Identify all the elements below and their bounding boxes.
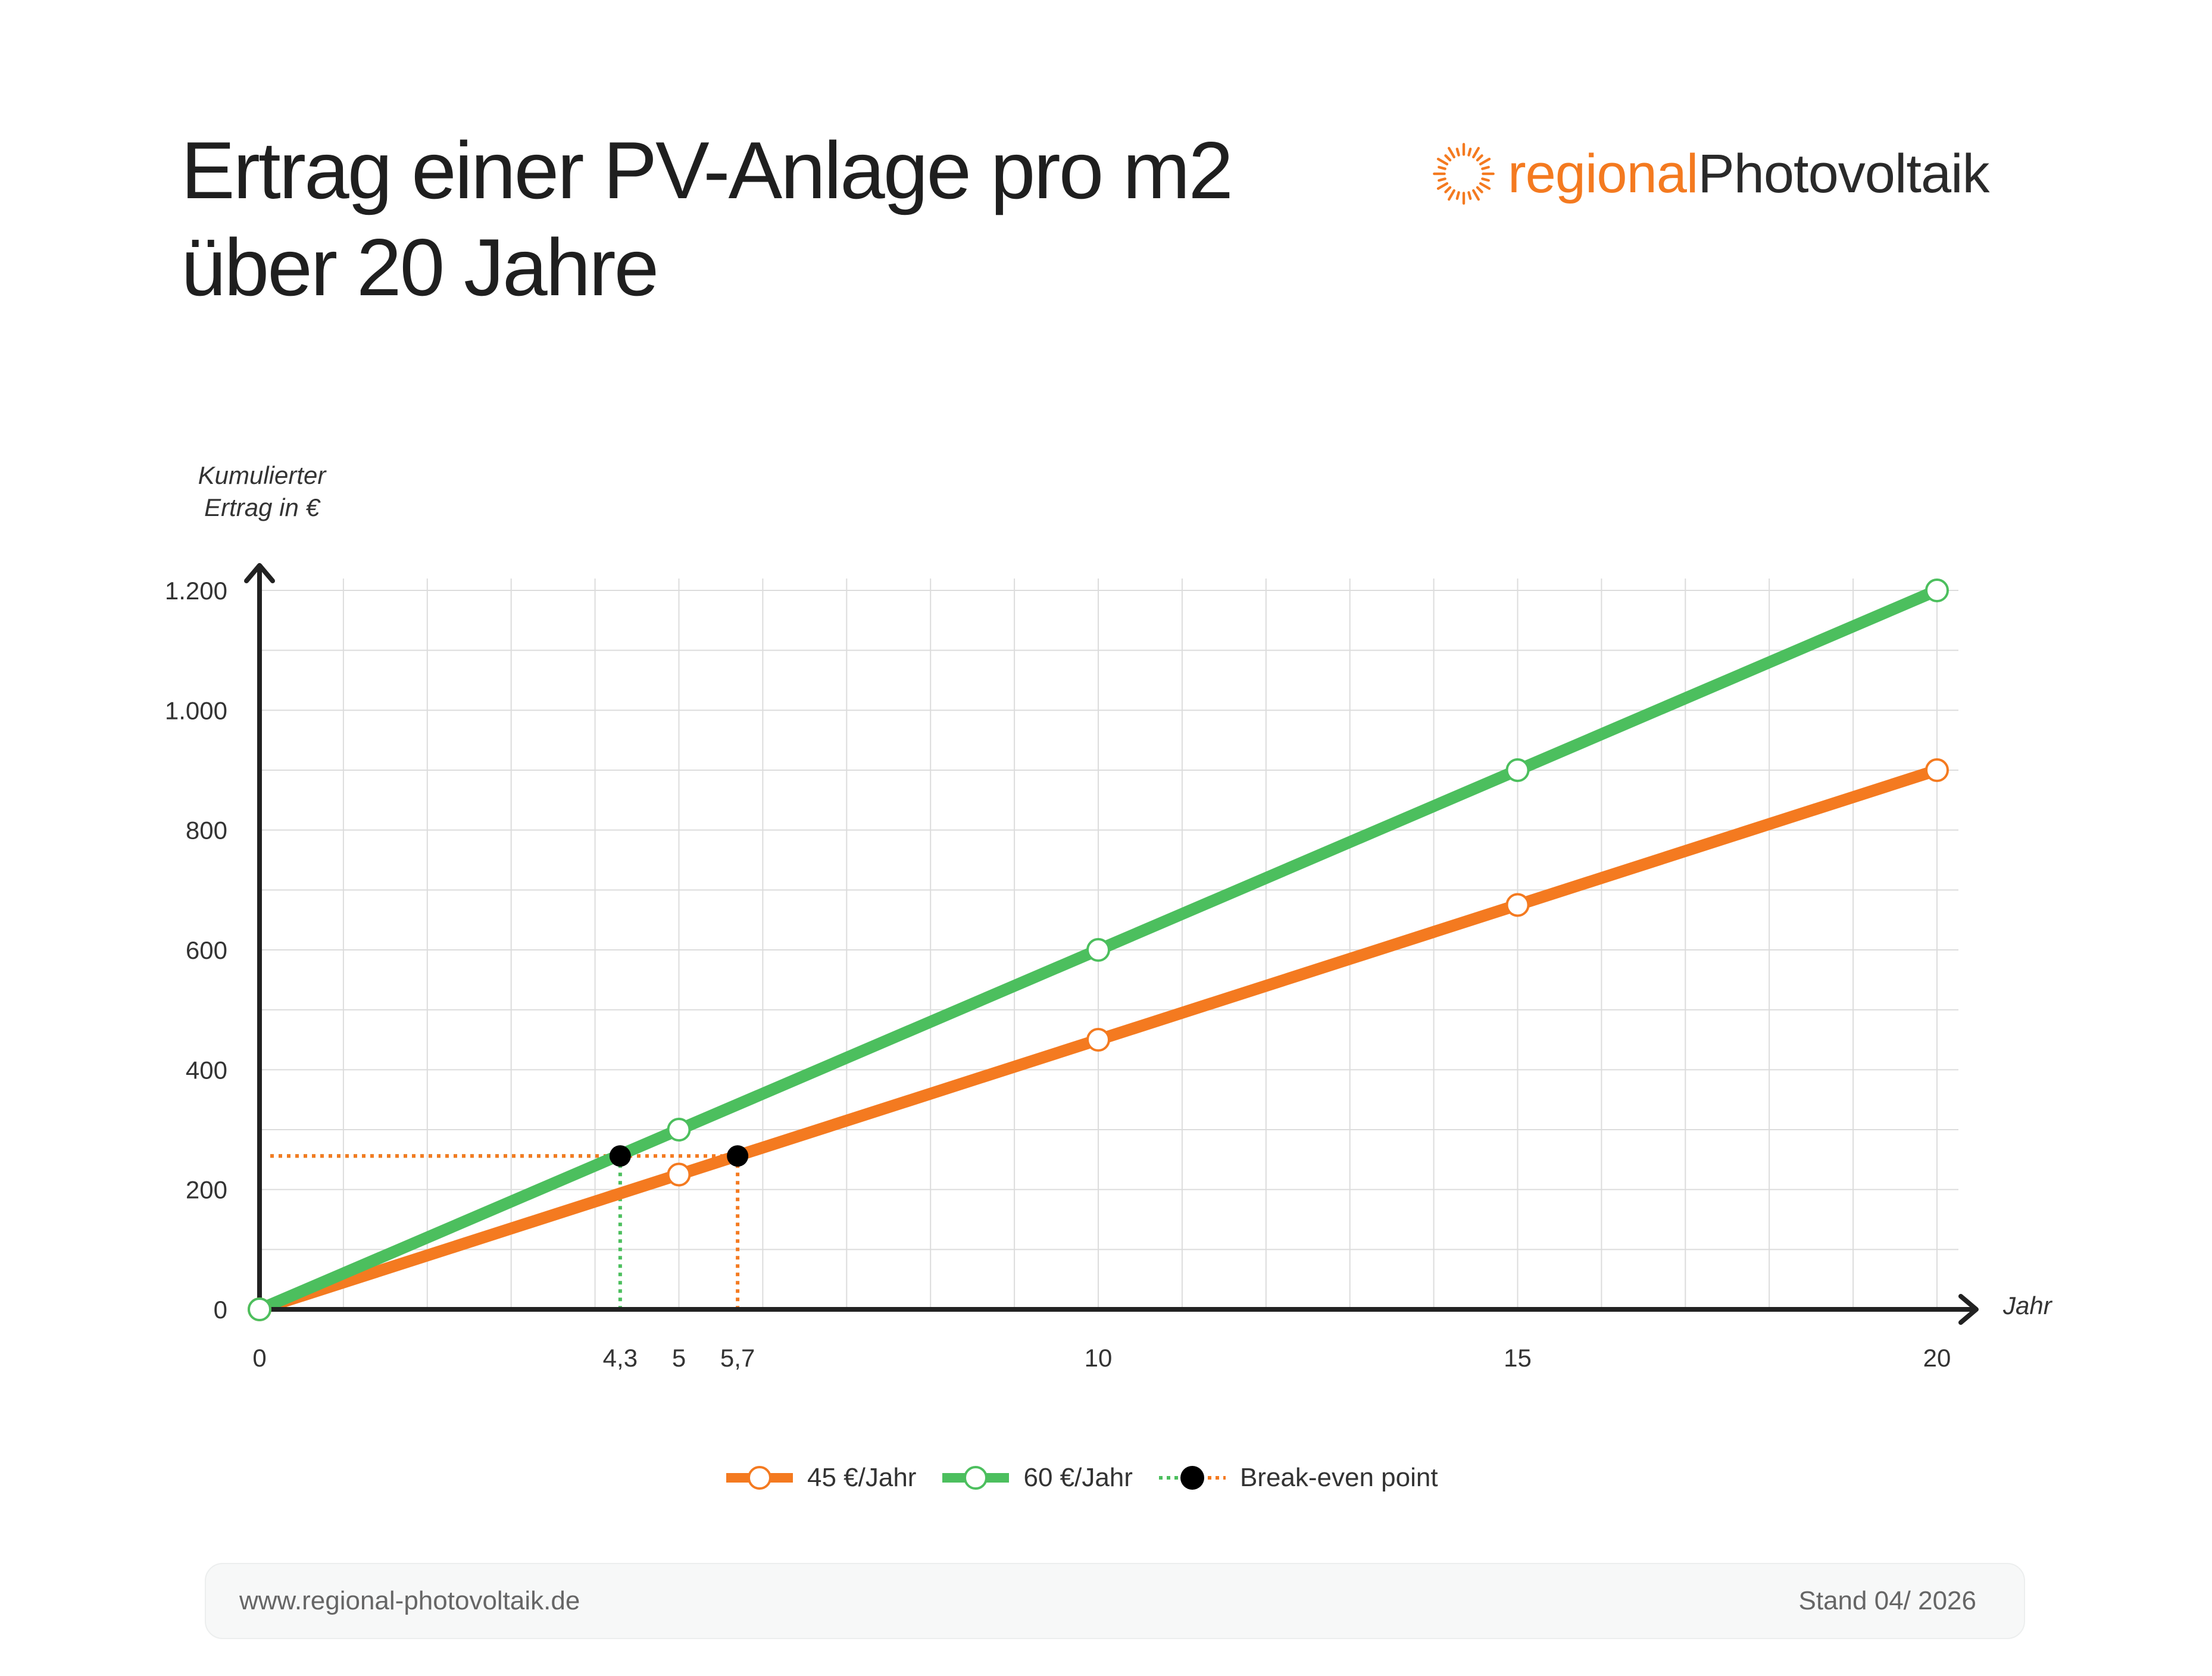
sun-ray: [1448, 146, 1455, 159]
chart-grid: [260, 579, 1958, 1309]
sun-ray: [1444, 154, 1452, 162]
sun-ray: [1479, 158, 1491, 165]
x-tick-label: 15: [1504, 1344, 1532, 1372]
legend-swatch-break-even: [1158, 1466, 1226, 1490]
sun-ray: [1436, 182, 1449, 190]
legend-swatch-45: [726, 1466, 793, 1490]
title-line-2: über 20 Jahre: [181, 222, 659, 312]
break-even-point: [609, 1145, 631, 1167]
sun-ray: [1476, 186, 1483, 193]
data-point-60: [1925, 579, 1949, 602]
legend-swatch-60: [942, 1466, 1010, 1490]
y-tick-label: 800: [186, 817, 227, 845]
legend-label-45: 45 €/Jahr: [807, 1463, 917, 1492]
page-title: Ertrag einer PV-Anlage pro m2 über 20 Ja…: [181, 122, 1233, 316]
sun-ray: [1479, 182, 1491, 190]
brand-name-regional: regional: [1508, 143, 1698, 204]
chart-markers: [248, 579, 1949, 1321]
data-point-60: [1505, 758, 1530, 782]
legend-item-60: 60 €/Jahr: [940, 1460, 1133, 1496]
legend-item-break-even: Break-even point: [1157, 1460, 1438, 1496]
x-axis-label: Jahr: [2003, 1292, 2052, 1319]
data-point-45: [1925, 758, 1949, 782]
sun-icon: [1433, 143, 1495, 205]
legend-item-45: 45 €/Jahr: [724, 1460, 916, 1496]
x-tick-label: 10: [1085, 1344, 1113, 1372]
sun-ray: [1476, 154, 1483, 162]
y-tick-label: 0: [214, 1296, 227, 1324]
chart-tick-labels: 0 200 400 600 800 1.000 1.200 0 4,3 5 5,7 10 15 20: [165, 577, 1951, 1372]
chart-axes: [244, 563, 1979, 1325]
sun-ray: [1444, 186, 1452, 193]
sun-ray: [1472, 146, 1480, 159]
sun-ray: [1481, 165, 1490, 170]
legend-label-break-even: Break-even point: [1239, 1463, 1438, 1492]
sun-ray: [1436, 158, 1449, 165]
data-point-45: [1505, 893, 1530, 917]
footer-stand: Stand 04/ 2026: [1798, 1586, 1976, 1615]
data-point-60: [1086, 938, 1110, 962]
y-axis-arrow: [244, 563, 275, 583]
data-point-45: [667, 1162, 691, 1187]
x-axis-arrow: [1958, 1294, 1979, 1325]
footer-bar: www.regional-photovoltaik.de Stand 04/ 2…: [205, 1563, 2025, 1639]
y-axis-label: Kumulierter Ertrag in €: [155, 459, 369, 524]
brand-logo: regional Photovoltaik: [1432, 138, 1990, 210]
x-tick-label: 0: [252, 1344, 266, 1372]
y-tick-label: 200: [186, 1176, 227, 1204]
y-tick-label: 600: [186, 936, 227, 964]
data-point-45: [1086, 1028, 1110, 1052]
sun-ray: [1438, 177, 1446, 182]
sun-ray: [1455, 191, 1460, 200]
y-tick-label: 400: [186, 1056, 227, 1084]
sun-ray: [1467, 191, 1472, 200]
brand-name-photovoltaik: Photovoltaik: [1698, 143, 1989, 204]
x-tick-label: 20: [1923, 1344, 1951, 1372]
break-even-point: [727, 1145, 749, 1167]
y-tick-label: 1.000: [165, 696, 227, 724]
data-point-60: [667, 1118, 691, 1142]
x-tick-label: 4,3: [603, 1344, 638, 1372]
y-tick-label: 1.200: [165, 577, 227, 605]
sun-ray: [1438, 165, 1446, 170]
sun-ray: [1481, 177, 1490, 182]
break-even-guides: [270, 1154, 740, 1309]
title-line-1: Ertrag einer PV-Anlage pro m2: [181, 125, 1233, 215]
sun-ray: [1472, 189, 1480, 201]
y-axis-label-line-2: Ertrag in €: [204, 493, 320, 521]
sun-ray: [1467, 148, 1472, 157]
x-tick-label: 5,7: [720, 1344, 755, 1372]
sun-ray: [1448, 189, 1455, 201]
y-axis-label-line-1: Kumulierter: [198, 461, 326, 489]
footer-url[interactable]: www.regional-photovoltaik.de: [239, 1586, 580, 1615]
x-tick-label: 5: [672, 1344, 686, 1372]
data-point-60: [248, 1297, 271, 1321]
sun-ray: [1455, 148, 1460, 157]
chart-legend: 45 €/Jahr 60 €/Jahr Break-even point: [724, 1457, 1438, 1499]
legend-label-60: 60 €/Jahr: [1023, 1463, 1133, 1492]
